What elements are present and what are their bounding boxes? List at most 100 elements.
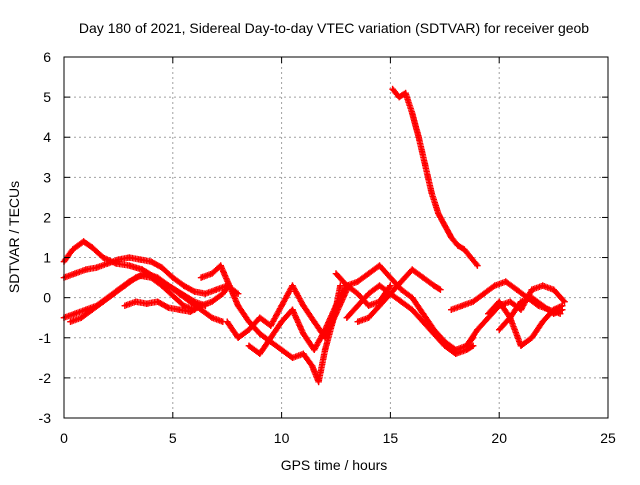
- data-point: [408, 294, 416, 301]
- data-point: [376, 302, 383, 309]
- x-tick-label: 5: [169, 430, 177, 446]
- data-point: [398, 278, 405, 285]
- data-point: [311, 318, 318, 325]
- y-axis-label: SDTVAR / TECUs: [6, 181, 22, 293]
- data-point: [213, 286, 220, 293]
- x-tick-label: 15: [383, 430, 399, 446]
- data-point: [365, 314, 372, 321]
- data-point: [308, 362, 316, 370]
- y-tick-label: -3: [39, 410, 52, 426]
- data-point: [448, 234, 455, 241]
- data-point: [80, 238, 87, 245]
- data-point: [387, 274, 394, 281]
- data-point: [354, 290, 361, 297]
- data-point: [539, 282, 546, 289]
- data-point: [217, 262, 224, 269]
- data-point: [559, 306, 566, 313]
- y-tick-label: 3: [43, 169, 51, 185]
- data-point: [459, 302, 466, 309]
- data-point: [402, 89, 409, 97]
- data-point: [278, 302, 285, 309]
- data-point: [197, 302, 205, 309]
- data-point: [437, 286, 444, 293]
- plot-frame: [63, 56, 609, 419]
- chart-title: Day 180 of 2021, Sidereal Day-to-day VTE…: [79, 20, 589, 36]
- data-point: [441, 342, 448, 349]
- data-point: [376, 262, 383, 269]
- data-point: [78, 314, 85, 321]
- data-point: [419, 318, 427, 325]
- data-point: [441, 222, 448, 229]
- data-point: [343, 282, 351, 289]
- data-point: [176, 306, 183, 313]
- data-point: [485, 310, 492, 317]
- data-point: [550, 310, 557, 317]
- data-point: [502, 278, 509, 285]
- data-point: [435, 210, 442, 217]
- data-point: [126, 254, 133, 261]
- series-track-12: [389, 85, 481, 269]
- data-point: [539, 318, 546, 325]
- series-track-15: [485, 298, 566, 349]
- data-point: [398, 298, 405, 305]
- data-point: [354, 278, 361, 285]
- data-point: [169, 274, 176, 281]
- data-point: [343, 314, 351, 321]
- data-point: [398, 286, 405, 293]
- data-point: [191, 288, 198, 295]
- y-tick-label: -2: [39, 370, 52, 386]
- data-point: [176, 290, 183, 297]
- data-point: [354, 302, 361, 309]
- data-point: [517, 306, 525, 313]
- data-point: [71, 270, 79, 277]
- data-point: [528, 334, 536, 341]
- data-point: [234, 334, 242, 341]
- data-point: [71, 310, 79, 317]
- data-point: [136, 256, 144, 263]
- data-point: [496, 326, 503, 333]
- data-point: [354, 318, 361, 325]
- data-point: [267, 334, 274, 341]
- data-point: [376, 282, 383, 289]
- data-point: [365, 290, 372, 297]
- x-tick-label: 20: [491, 430, 507, 446]
- data-point: [517, 342, 525, 349]
- data-point: [387, 290, 394, 297]
- data-point: [461, 246, 468, 253]
- data-point: [448, 306, 455, 313]
- series-track-16: [496, 294, 566, 333]
- data-layer: [60, 85, 568, 386]
- data-point: [139, 266, 146, 273]
- data-marker-trace: [485, 298, 566, 349]
- data-point: [474, 262, 481, 269]
- tick-layer: -3 -2 -1 0 1 2 3 4 5 6 0 5 10 15 20 25: [39, 49, 616, 446]
- data-point: [197, 274, 205, 281]
- data-point: [337, 282, 344, 289]
- grid-layer: [64, 57, 608, 418]
- data-point: [104, 260, 111, 267]
- data-point: [561, 298, 568, 305]
- data-point: [256, 330, 264, 337]
- data-point: [332, 270, 340, 277]
- data-point: [321, 346, 329, 354]
- data-point: [180, 282, 187, 289]
- data-point: [132, 274, 140, 281]
- y-tick-label: 1: [43, 250, 51, 266]
- series-track-10: [343, 282, 477, 358]
- data-point: [208, 270, 216, 277]
- y-tick-label: 6: [43, 49, 51, 65]
- y-tick-label: -1: [39, 330, 52, 346]
- x-tick-label: 0: [60, 430, 68, 446]
- data-point: [332, 302, 340, 309]
- data-point: [365, 302, 372, 309]
- data-point: [315, 378, 322, 386]
- data-point: [311, 346, 318, 354]
- data-point: [126, 262, 133, 269]
- data-point: [321, 326, 329, 333]
- data-point: [430, 330, 438, 337]
- data-point: [506, 298, 514, 305]
- data-point: [245, 318, 253, 325]
- data-point: [143, 270, 150, 277]
